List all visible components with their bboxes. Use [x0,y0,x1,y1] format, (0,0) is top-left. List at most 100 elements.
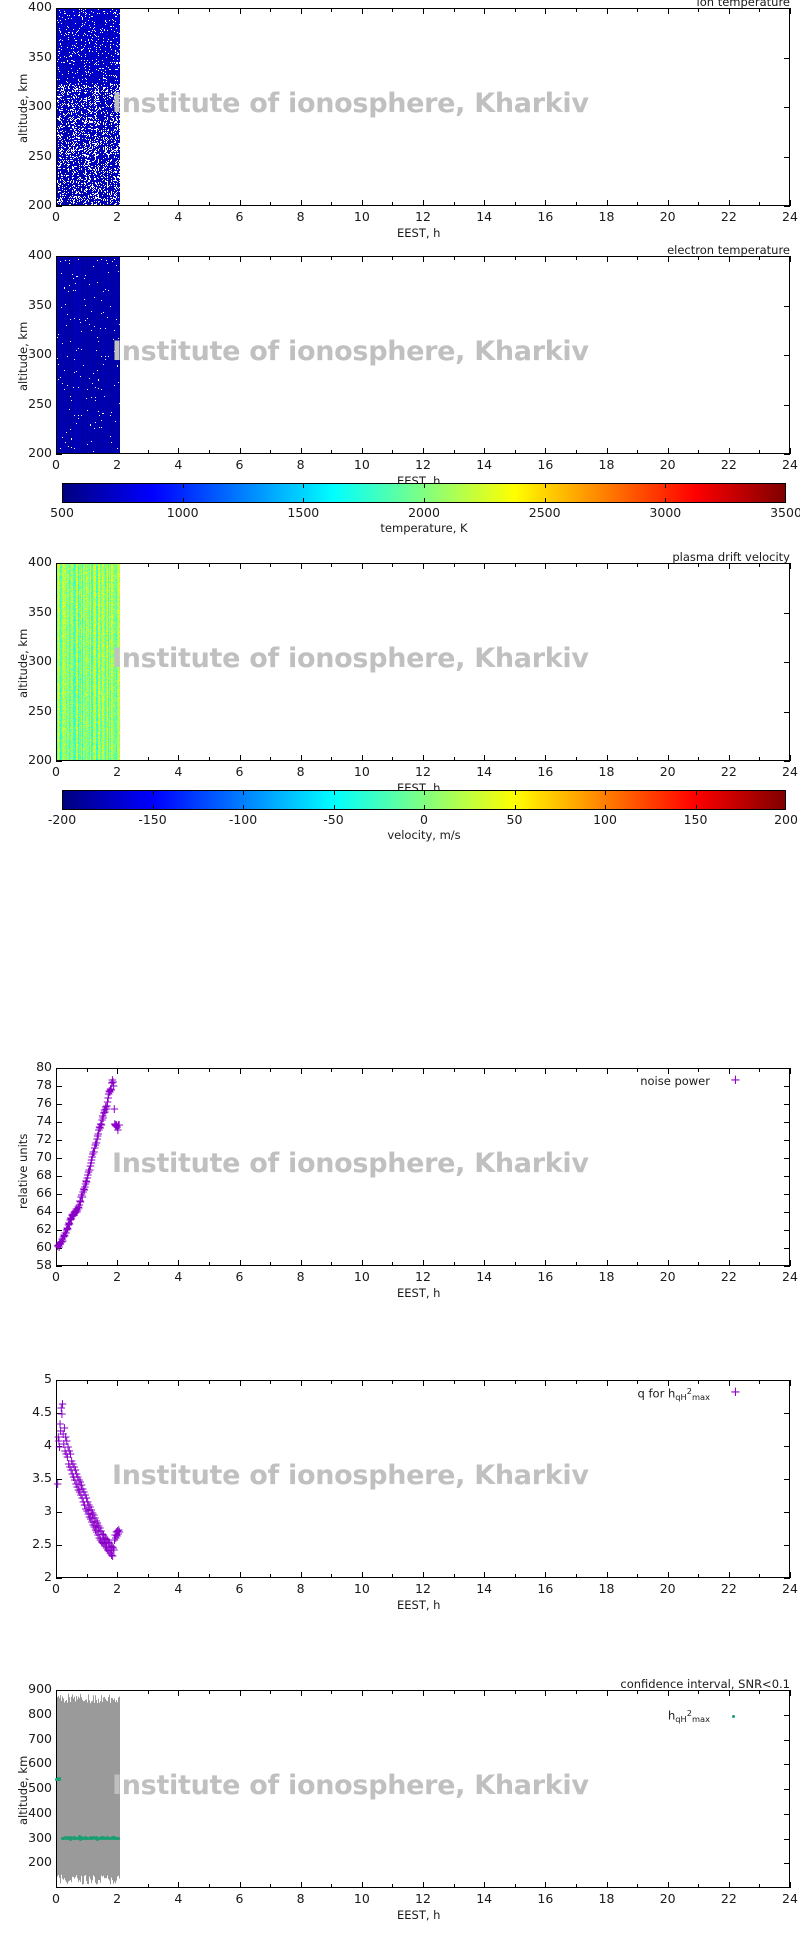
x-tick-label: 14 [476,457,493,472]
y-tick-right [784,1122,790,1123]
x-tick-top [729,8,730,14]
x-tick-label: 14 [476,1269,493,1284]
data-point: + [68,1207,79,1222]
colorbar-tick [334,805,335,810]
x-tick [240,755,241,761]
x-tick-top [392,1068,393,1072]
y-tick [56,1194,62,1195]
x-tick [331,1262,332,1266]
data-point: + [94,1120,105,1135]
data-point: + [85,1158,96,1173]
x-tick [607,200,608,206]
data-point: + [97,1536,108,1550]
x-tick-top [637,1068,638,1072]
data-point: + [80,1488,91,1503]
x-tick-label: 22 [720,764,737,779]
y-tick-label: 2.5 [32,1536,52,1551]
y-tick-label: 3.5 [32,1470,52,1485]
data-point: + [85,1156,96,1171]
y-tick [56,1140,62,1141]
colorbar-tick-label: -200 [47,812,77,827]
x-axis-label-ion-temperature: EEST, h [397,226,441,240]
x-tick-top [331,1690,332,1694]
y-tick-label: 4 [44,1437,52,1452]
data-point: + [82,1167,93,1182]
confidence-band [57,1691,120,1887]
x-tick [454,1574,455,1578]
data-point: + [111,1119,122,1134]
y-tick-label: 700 [28,1731,52,1746]
x-tick [148,1574,149,1578]
x-tick-label: 12 [415,1581,431,1596]
x-tick-top [545,1690,546,1696]
data-point: + [75,1194,86,1209]
x-tick-top [148,1380,149,1384]
x-tick-label: 0 [52,209,60,224]
x-tick-label: 14 [476,209,493,224]
colorbar-tick-label: 2500 [528,505,561,520]
x-tick-top [178,1380,179,1386]
x-tick-label: 0 [52,764,60,779]
y-tick-right [784,1380,790,1381]
x-tick-top [209,1380,210,1384]
x-tick-top [637,563,638,567]
data-point: + [88,1508,99,1523]
colorbar-tick [515,805,516,810]
data-point: + [57,1233,68,1248]
x-tick-top [576,1690,577,1694]
x-tick-top [576,8,577,12]
x-tick [56,755,57,761]
x-tick [637,450,638,454]
data-point: + [107,1073,118,1088]
x-tick-label: 10 [353,1269,370,1284]
x-tick-top [178,1690,179,1696]
x-tick-top [392,563,393,567]
data-point: + [89,1140,100,1155]
x-tick-label: 24 [782,1269,798,1284]
x-tick-top [484,8,485,14]
y-tick-right [784,1248,790,1249]
data-point: + [100,1100,111,1115]
x-tick-top [607,8,608,14]
data-point: + [106,1547,117,1562]
x-tick-label: 2 [113,209,122,224]
data-point: + [53,1433,64,1448]
data-point: + [114,1525,125,1540]
x-tick [240,1882,241,1888]
x-tick [392,1884,393,1888]
y-tick-right [784,1446,790,1447]
x-tick [698,1884,699,1888]
x-tick-top [362,1380,363,1386]
data-point: + [76,1477,87,1492]
data-point: + [106,1083,117,1098]
x-tick [423,755,424,761]
data-point: + [92,1528,104,1543]
x-tick [392,450,393,454]
x-tick-label: 16 [537,457,554,472]
data-point: + [83,1506,94,1521]
colorbar-tick [545,483,546,488]
data-point: + [87,1505,98,1520]
y-tick [56,256,62,257]
x-tick [545,1572,546,1578]
x-tick [668,1260,669,1266]
x-tick-top [392,1690,393,1694]
data-point: + [111,1525,122,1540]
x-tick-top [729,1380,730,1386]
y-tick-label: 300 [28,1830,52,1845]
x-tick-label: 22 [720,1269,737,1284]
x-tick-label: 22 [720,1581,737,1596]
x-tick-top [484,256,485,262]
x-tick [729,448,730,454]
x-tick-label: 12 [415,1891,431,1906]
data-point: + [87,1149,98,1164]
x-tick-label: 0 [52,1269,60,1284]
colorbar-tick [424,483,425,488]
y-tick-label: 78 [36,1077,52,1092]
y-tick-label: 300 [28,346,52,361]
y-tick-label: 2 [44,1569,52,1584]
x-tick-top [270,1690,271,1694]
x-tick-label: 2 [113,1891,122,1906]
x-tick-label: 18 [598,1269,615,1284]
colorbar-tick-label: 50 [506,812,523,827]
